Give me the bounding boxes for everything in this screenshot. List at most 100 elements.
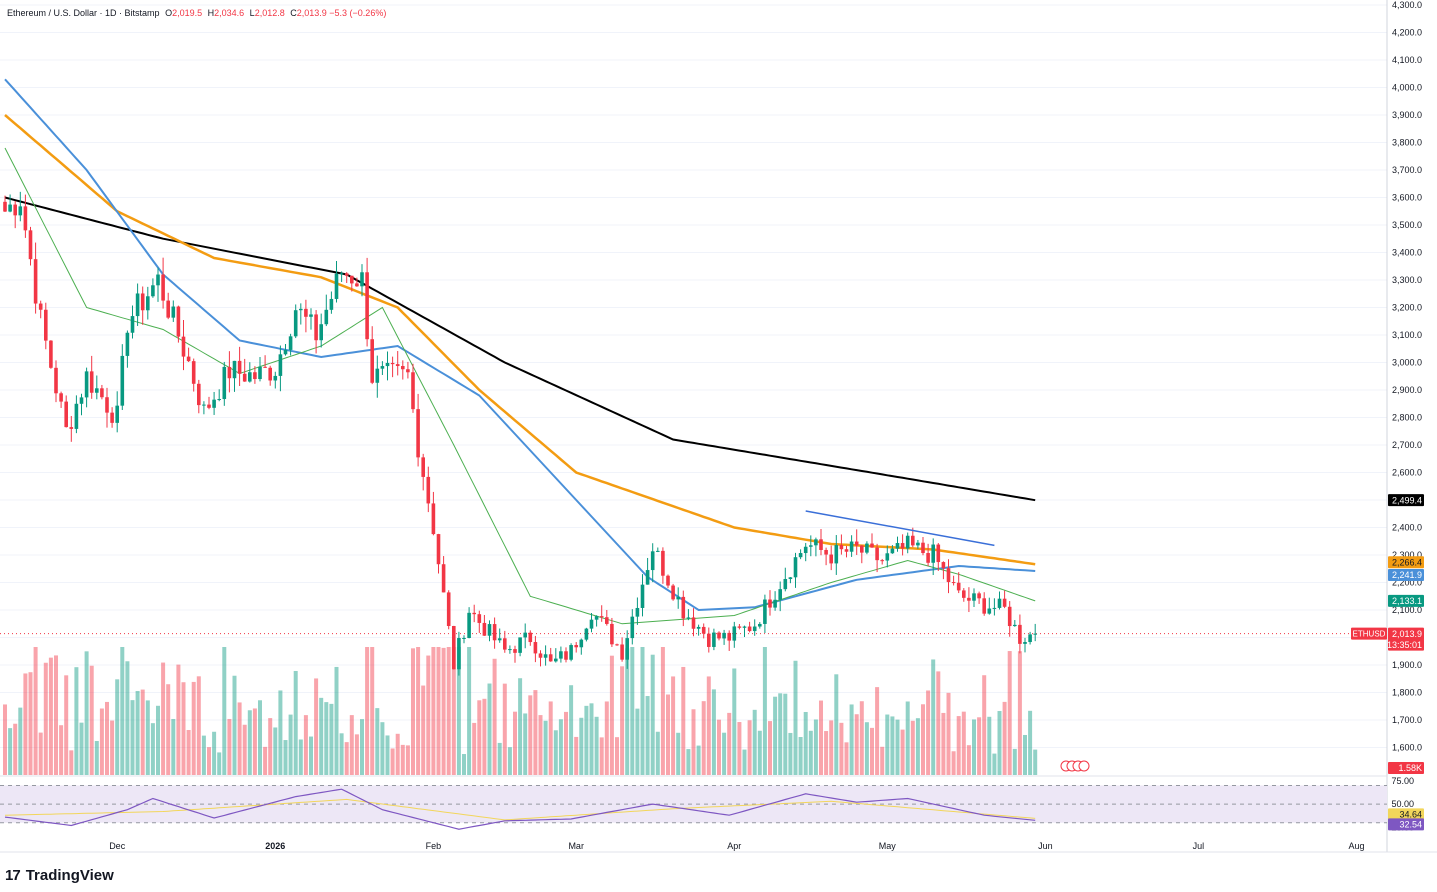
candle-body: [217, 399, 221, 401]
candle: [304, 299, 308, 333]
event-flag-icon[interactable]: [1078, 760, 1090, 772]
volume-bar: [278, 690, 283, 775]
candle-body: [717, 632, 721, 639]
candle-body: [441, 564, 446, 593]
price-badges: 2,499.4 2,266.4 2,241.9 2,133.1 2,013.913:35…: [1060, 494, 1424, 831]
candle-body: [161, 274, 165, 301]
volume-bar: [701, 701, 706, 775]
candle: [844, 545, 849, 558]
candle: [793, 552, 798, 588]
candle: [574, 642, 578, 653]
candle-body: [1007, 606, 1012, 627]
candle: [278, 345, 283, 392]
volume-bar: [895, 719, 900, 775]
candle-body: [248, 372, 252, 382]
candle: [773, 591, 777, 611]
candle-body: [758, 623, 762, 627]
candle-body: [732, 626, 737, 641]
volume-bar: [880, 746, 885, 775]
candle-body: [681, 596, 686, 619]
ma-orange-badge-text: 2,266.4: [1392, 557, 1422, 567]
volume-bar: [564, 711, 568, 775]
candle: [982, 592, 986, 616]
candle-body: [304, 308, 308, 317]
candle-body: [299, 308, 303, 311]
candle-body: [350, 275, 354, 284]
candle: [676, 587, 680, 609]
volume-bar: [79, 722, 84, 775]
volume-bar: [48, 657, 53, 775]
volume-bar: [640, 647, 645, 775]
candle-body: [273, 375, 278, 381]
volume-bar: [293, 670, 298, 775]
candle-body: [967, 597, 971, 601]
candle: [49, 340, 53, 369]
volume-bar: [8, 728, 13, 775]
candle: [809, 535, 813, 557]
symbol-title[interactable]: Ethereum / U.S. Dollar · 1D · Bitstamp: [7, 8, 160, 18]
candle: [819, 528, 823, 556]
candle-body: [497, 638, 502, 641]
candle-body: [13, 204, 17, 216]
candle: [395, 351, 400, 376]
open-label: O: [165, 8, 173, 18]
candle: [324, 294, 329, 327]
candle: [222, 361, 227, 406]
candle: [89, 355, 94, 399]
volume-bar: [783, 693, 788, 775]
time-axis[interactable]: Dec 2026 Feb Mar Apr May Jun Jul Aug: [109, 841, 1364, 851]
volume-bar: [528, 695, 533, 775]
rsi-line: [4, 788, 1036, 830]
price-tick-label: 2,900.0: [1392, 385, 1422, 395]
volume-bar: [926, 690, 931, 775]
candle: [967, 587, 971, 613]
volume-badge-text: 1.58K: [1398, 763, 1422, 773]
candle: [783, 567, 788, 592]
candle: [181, 319, 186, 371]
volume-bar: [681, 666, 686, 775]
trendline-segment[interactable]: [805, 510, 995, 547]
candle: [69, 416, 74, 442]
candle: [125, 330, 130, 368]
candle-body: [747, 626, 752, 632]
candle: [997, 591, 1002, 610]
volume-bar: [456, 647, 461, 775]
candle-body: [492, 624, 497, 641]
volume-bar: [426, 655, 431, 775]
volume-bar: [574, 736, 579, 775]
price-tick-label: 2,700.0: [1392, 440, 1422, 450]
volume-bar: [798, 737, 803, 775]
price-tick-label: 3,000.0: [1392, 358, 1422, 368]
volume-bar: [915, 718, 920, 775]
candle: [115, 391, 119, 433]
candle: [95, 375, 99, 400]
candle: [594, 615, 599, 627]
volume-bar: [135, 690, 140, 775]
volume-bar: [727, 712, 732, 775]
candle-body: [268, 367, 272, 381]
candle-body: [28, 230, 33, 260]
candle-body: [120, 355, 125, 406]
candle: [880, 558, 884, 565]
last-price-badge-text: 2,013.9: [1392, 629, 1422, 639]
candle: [834, 535, 839, 575]
candle-body: [1013, 624, 1017, 627]
price-tick-label: 1,700.0: [1392, 715, 1422, 725]
candle-body: [701, 626, 706, 634]
volume-badge-bg: [1388, 762, 1424, 774]
candle: [987, 597, 992, 615]
price-axis[interactable]: 4,300.0 4,200.0 4,100.0 4,000.0 3,900.0 3,800…: [1391, 0, 1422, 832]
candle-body: [482, 622, 487, 636]
candle-body: [309, 314, 313, 317]
candle: [885, 545, 890, 568]
volume-bar: [1017, 651, 1022, 775]
tradingview-logo[interactable]: 17 TradingView: [5, 867, 114, 884]
candle-body: [324, 309, 329, 325]
candle-body: [176, 306, 181, 337]
volume-bar: [431, 647, 436, 775]
candle-body: [385, 362, 390, 367]
volume-bar: [762, 647, 767, 775]
trendline[interactable]: [805, 510, 995, 547]
candle: [375, 355, 380, 398]
